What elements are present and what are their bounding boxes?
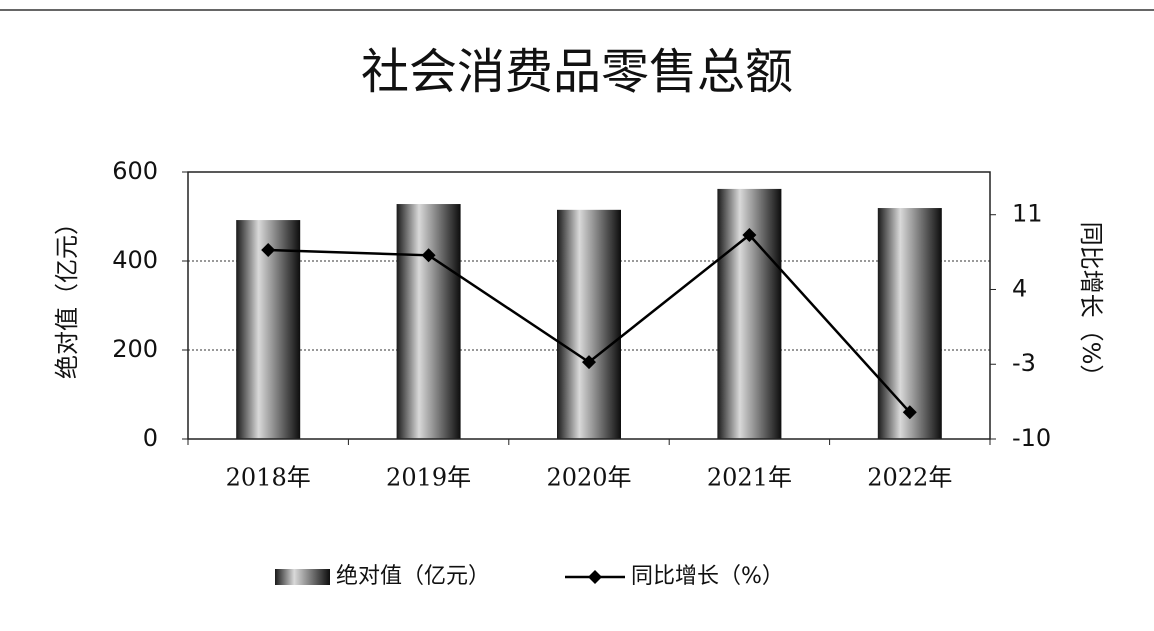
- y2-axis-label: 同比增长（%）: [1077, 222, 1105, 389]
- line-marker: [261, 242, 276, 257]
- line-marker: [421, 248, 436, 263]
- y-tick-label: 0: [143, 424, 158, 452]
- x-tick-label: 2019年: [386, 464, 471, 492]
- legend-label: 绝对值（亿元）: [336, 564, 490, 589]
- x-tick-label: 2021年: [707, 464, 792, 492]
- y-axis-label: 绝对值（亿元）: [53, 211, 81, 379]
- y-tick-label: 400: [112, 246, 158, 274]
- y-tick-label: 600: [112, 157, 158, 185]
- legend-swatch: [588, 570, 602, 584]
- bar: [717, 188, 782, 439]
- y2-tick-label: 11: [1012, 200, 1043, 228]
- y2-tick-label: -10: [1012, 424, 1051, 452]
- bar: [396, 204, 461, 439]
- y2-tick-label: 4: [1012, 274, 1027, 302]
- plot-frame: [187, 171, 991, 440]
- line-marker: [582, 355, 596, 370]
- line-marker: [742, 228, 757, 243]
- line-marker: [902, 405, 917, 420]
- legend-swatch: [275, 569, 330, 585]
- x-tick-label: 2020年: [546, 464, 631, 492]
- legend-label: 同比增长（%）: [631, 564, 784, 589]
- x-tick-label: 2018年: [226, 464, 311, 492]
- x-tick-label: 2022年: [867, 464, 952, 492]
- y2-tick-label: -3: [1012, 349, 1036, 377]
- y-tick-label: 200: [112, 335, 158, 363]
- bar: [877, 208, 942, 439]
- bar: [557, 209, 621, 439]
- chart-title: 社会消费品零售总额: [361, 44, 793, 100]
